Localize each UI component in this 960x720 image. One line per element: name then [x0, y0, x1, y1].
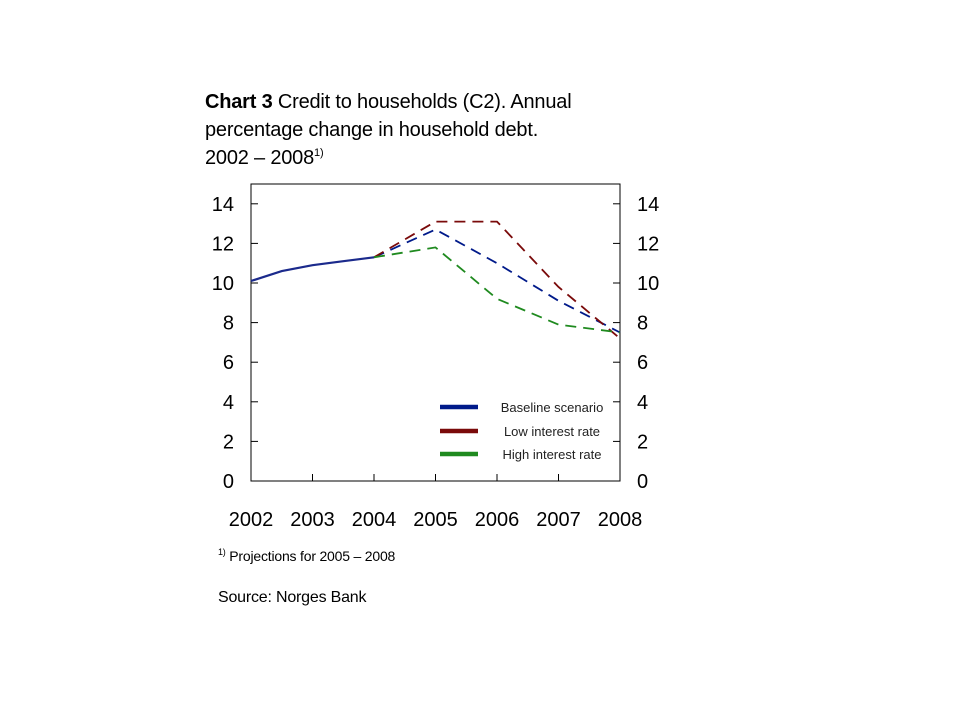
x-tick-label: 2003: [290, 509, 335, 531]
y-tick-label-right: 14: [637, 194, 659, 216]
series-line-0: [373, 228, 621, 334]
y-tick-label-right: 8: [637, 313, 648, 335]
y-tick-label-right: 6: [637, 352, 648, 374]
y-tick-label-right: 0: [637, 471, 648, 493]
y-tick-label-right: 12: [637, 233, 659, 255]
footnote: 1) Projections for 2005 – 2008: [218, 547, 396, 565]
x-tick-label: 2002: [229, 509, 274, 531]
x-tick-label: 2004: [352, 509, 397, 531]
x-tick-label: 2005: [413, 509, 458, 531]
y-tick-label-right: 10: [637, 273, 659, 295]
chart-title-lead: Chart 3: [205, 91, 273, 113]
y-tick-label-left: 2: [223, 431, 234, 453]
y-tick-label-left: 10: [212, 273, 234, 295]
chart-title-line3: 2002 – 2008: [205, 147, 315, 169]
chart-title-line1: Credit to households (C2). Annual: [272, 91, 572, 113]
y-tick-label-left: 12: [212, 233, 234, 255]
x-tick-label: 2007: [536, 509, 581, 531]
footnote-text: Projections for 2005 – 2008: [225, 548, 396, 564]
y-tick-label-right: 4: [637, 392, 648, 414]
footnote-marker: 1): [218, 547, 226, 557]
y-tick-label-left: 0: [223, 471, 234, 493]
source-note: Source: Norges Bank: [218, 589, 367, 606]
y-tick-label-right: 2: [637, 431, 648, 453]
y-tick-label-left: 6: [223, 352, 234, 374]
x-tick-label: 2008: [598, 509, 643, 531]
legend-label-0: Baseline scenario: [501, 400, 604, 415]
y-tick-label-left: 14: [212, 194, 234, 216]
chart-title-note-marker: 1): [314, 147, 324, 159]
y-tick-label-left: 4: [223, 392, 234, 414]
chart-title: Chart 3 Credit to households (C2). Annua…: [205, 88, 685, 172]
series-line-2: [373, 246, 621, 334]
historical-line: [250, 256, 375, 283]
y-tick-label-left: 8: [223, 313, 234, 335]
x-tick-label: 2006: [475, 509, 520, 531]
legend-label-1: Low interest rate: [504, 424, 600, 439]
legend-label-2: High interest rate: [503, 447, 602, 462]
series-line-1: [373, 220, 621, 340]
chart-title-line2: percentage change in household debt.: [205, 119, 539, 141]
